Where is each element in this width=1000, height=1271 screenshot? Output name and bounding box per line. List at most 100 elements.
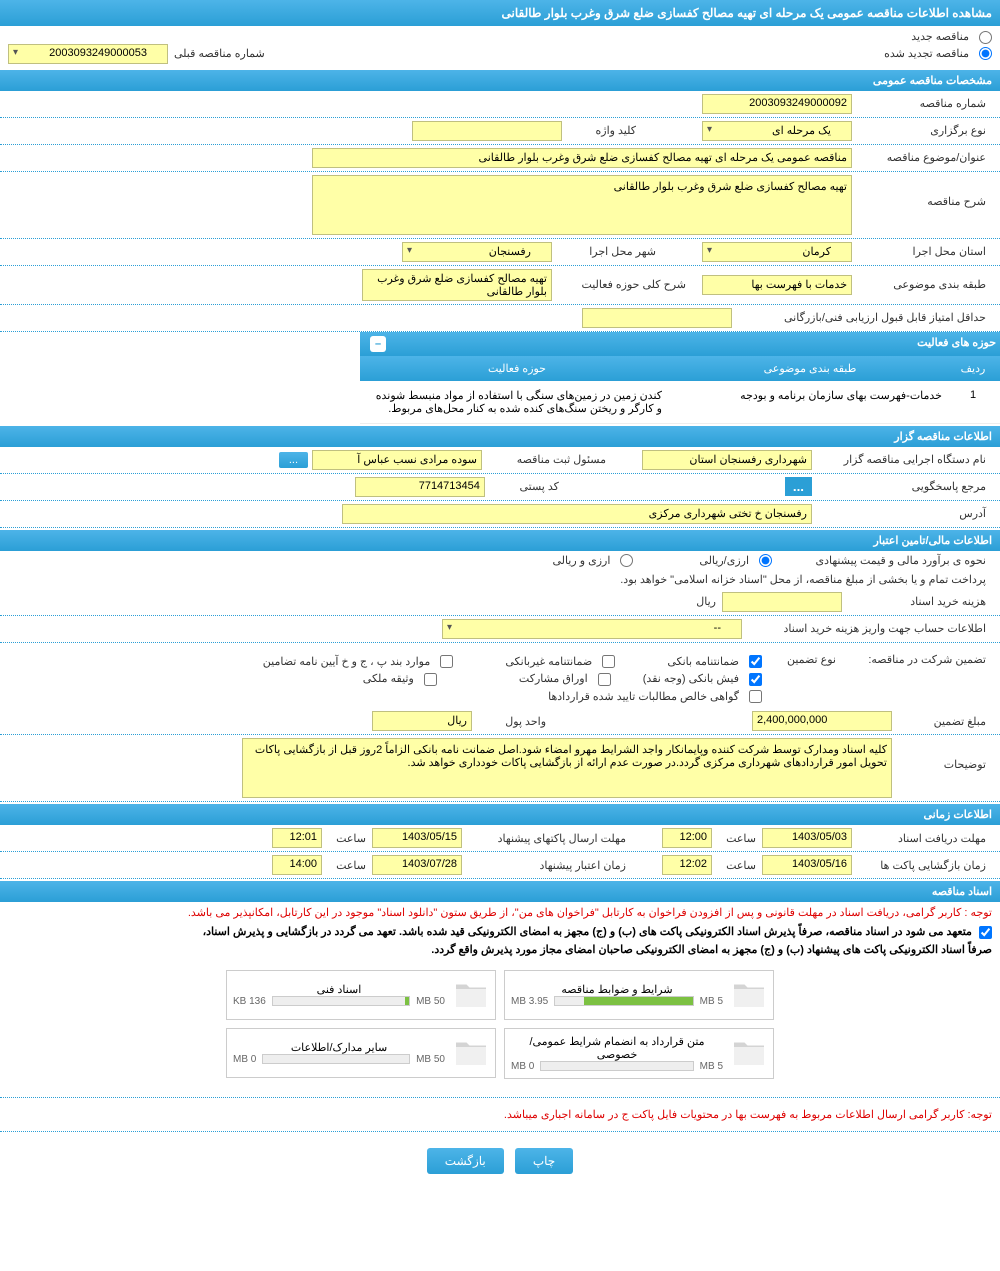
- file-max: 50 MB: [416, 1054, 445, 1065]
- guarantee-type-label: نوع تضمین: [762, 653, 842, 666]
- doc-note2a: متعهد می شود در اسناد مناقصه، صرفاً پذیر…: [203, 926, 972, 938]
- category-label: طبقه بندی موضوعی: [852, 278, 992, 291]
- file-size: 0 MB: [233, 1054, 256, 1065]
- guarantee-label: تضمین شرکت در مناقصه:: [842, 653, 992, 666]
- file-card[interactable]: شرایط و ضوابط مناقصه5 MB 3.95 MB: [504, 970, 774, 1020]
- subject-field: مناقصه عمومی یک مرحله ای تهیه مصالح کفسا…: [312, 148, 852, 168]
- file-name: شرایط و ضوابط مناقصه: [511, 983, 723, 996]
- radio-arzi-va-riali[interactable]: [620, 554, 633, 567]
- section-financial: اطلاعات مالی/تامین اعتبار: [0, 530, 1000, 551]
- back-button[interactable]: بازگشت: [427, 1148, 504, 1174]
- province-label: استان محل اجرا: [852, 245, 992, 258]
- chk-securities[interactable]: [598, 673, 611, 686]
- subject-label: عنوان/موضوع مناقصه: [852, 151, 992, 164]
- org-name-label: نام دستگاه اجرایی مناقصه گزار: [812, 453, 992, 466]
- amount-field: 2,400,000,000: [752, 711, 892, 731]
- opt-arzi-va-riali: ارزی و ریالی: [546, 554, 616, 567]
- chk-commitment[interactable]: [979, 926, 992, 939]
- folder-icon: [731, 977, 767, 1013]
- address-label: آدرس: [812, 507, 992, 520]
- file-max: 5 MB: [700, 1061, 723, 1072]
- open-date: 1403/05/16: [762, 855, 852, 875]
- radio-new-label: مناقصه جدید: [905, 31, 975, 43]
- activity-row: 1 خدمات-فهرست بهای سازمان برنامه و بودجه…: [360, 381, 1000, 424]
- account-dropdown[interactable]: --: [442, 619, 742, 639]
- address-field: رفسنجان خ تختی شهرداری مرکزی: [342, 504, 812, 524]
- responder-button[interactable]: ...: [785, 477, 812, 496]
- chk-property[interactable]: [424, 673, 437, 686]
- prev-number-dropdown[interactable]: 2003093249000053: [8, 44, 168, 64]
- activities-title: حوزه های فعالیت: [386, 336, 996, 352]
- col-category: طبقه بندی موضوعی: [670, 360, 950, 377]
- file-name: سایر مدارک/اطلاعات: [233, 1041, 445, 1054]
- collapse-icon[interactable]: –: [370, 336, 386, 352]
- radio-renewed-tender[interactable]: [979, 47, 992, 60]
- page-title: مشاهده اطلاعات مناقصه عمومی یک مرحله ای …: [0, 0, 1000, 26]
- keyword-field[interactable]: [412, 121, 562, 141]
- doc-note2b: صرفاً اسناد الکترونیکی پاکت های پیشنهاد …: [0, 941, 1000, 958]
- file-max: 5 MB: [700, 996, 723, 1007]
- min-score-label: حداقل امتیاز قابل قبول ارزیابی فنی/بازرگ…: [732, 311, 992, 324]
- opt-securities: اوراق مشارکت: [513, 673, 594, 685]
- radio-new-tender[interactable]: [979, 31, 992, 44]
- send-time-label: ساعت: [322, 832, 372, 845]
- doc-receive-date: 1403/05/03: [762, 828, 852, 848]
- org-name-field: شهرداری رفسنجان استان: [642, 450, 812, 470]
- chk-receivables[interactable]: [749, 690, 762, 703]
- amount-label: مبلغ تضمین: [892, 715, 992, 728]
- registrar-label: مسئول ثبت مناقصه: [482, 453, 612, 466]
- doc-fee-label: هزینه خرید اسناد: [842, 595, 992, 608]
- doc-receive-label: مهلت دریافت اسناد: [852, 832, 992, 845]
- tender-number-label: شماره مناقصه: [852, 97, 992, 110]
- province-dropdown[interactable]: کرمان: [702, 242, 852, 262]
- chk-cash[interactable]: [749, 673, 762, 686]
- treasury-note: پرداخت تمام و یا بخشی از مبلغ مناقصه، از…: [614, 573, 992, 586]
- file-card[interactable]: اسناد فنی50 MB136 KB: [226, 970, 496, 1020]
- min-score-field[interactable]: [582, 308, 732, 328]
- open-time: 12:02: [662, 855, 712, 875]
- chk-clauses[interactable]: [440, 655, 453, 668]
- responder-label: مرجع پاسخگویی: [812, 480, 992, 493]
- radio-renewed-label: مناقصه تجدید شده: [878, 47, 975, 60]
- row-category: خدمات-فهرست بهای سازمان برنامه و بودجه: [670, 387, 950, 417]
- city-dropdown[interactable]: رفسنجان: [402, 242, 552, 262]
- folder-icon: [731, 1035, 767, 1071]
- folder-icon: [453, 977, 489, 1013]
- type-dropdown[interactable]: یک مرحله ای: [702, 121, 852, 141]
- folder-icon: [453, 1035, 489, 1071]
- chk-nonbank-guarantee[interactable]: [602, 655, 615, 668]
- col-activity: حوزه فعالیت: [364, 360, 670, 377]
- file-card[interactable]: سایر مدارک/اطلاعات50 MB 0 MB: [226, 1028, 496, 1078]
- radio-arzi-riali[interactable]: [759, 554, 772, 567]
- print-button[interactable]: چاپ: [515, 1148, 573, 1174]
- registrar-more-button[interactable]: ...: [279, 452, 308, 468]
- file-card[interactable]: متن قرارداد به انضمام شرایط عمومی/خصوصی5…: [504, 1028, 774, 1079]
- validity-label: زمان اعتبار پیشنهاد: [462, 859, 632, 872]
- send-time: 12:01: [272, 828, 322, 848]
- account-label: اطلاعات حساب جهت واریز هزینه خرید اسناد: [742, 622, 992, 635]
- doc-receive-time-label: ساعت: [712, 832, 762, 845]
- doc-receive-time: 12:00: [662, 828, 712, 848]
- prev-number-label: شماره مناقصه قبلی: [168, 47, 271, 60]
- opt-nonbank-guarantee: ضمانتنامه غیربانکی: [499, 656, 598, 668]
- opt-receivables: گواهی خالص مطالبات تایید شده قراردادها: [542, 691, 745, 703]
- notes-field: کلیه اسناد ومدارک توسط شرکت کننده وپایما…: [242, 738, 892, 798]
- section-organizer: اطلاعات مناقصه گزار: [0, 426, 1000, 447]
- activity-desc-label: شرح کلی حوزه فعالیت: [552, 278, 692, 291]
- description-label: شرح مناقصه: [852, 175, 992, 208]
- file-name: اسناد فنی: [233, 983, 445, 996]
- send-date: 1403/05/15: [372, 828, 462, 848]
- description-field: تهیه مصالح کفسازی ضلع شرق وغرب بلوار طال…: [312, 175, 852, 235]
- open-label: زمان بازگشایی پاکت ها: [852, 859, 992, 872]
- registrar-field: سوده مرادی نسب عباس آ: [312, 450, 482, 470]
- open-time-label: ساعت: [712, 859, 762, 872]
- chk-bank-guarantee[interactable]: [749, 655, 762, 668]
- postal-field: 7714713454: [355, 477, 485, 497]
- file-size: 3.95 MB: [511, 996, 548, 1007]
- opt-property: وثیقه ملکی: [357, 673, 420, 685]
- doc-note1: توجه : کاربر گرامی، دریافت اسناد در مهلت…: [0, 902, 1000, 923]
- activity-desc-field: تهیه مصالح کفسازی ضلع شرق وغرب بلوار طال…: [362, 269, 552, 301]
- row-num: 1: [950, 387, 996, 417]
- currency-label: واحد پول: [472, 715, 552, 728]
- doc-fee-field[interactable]: [722, 592, 842, 612]
